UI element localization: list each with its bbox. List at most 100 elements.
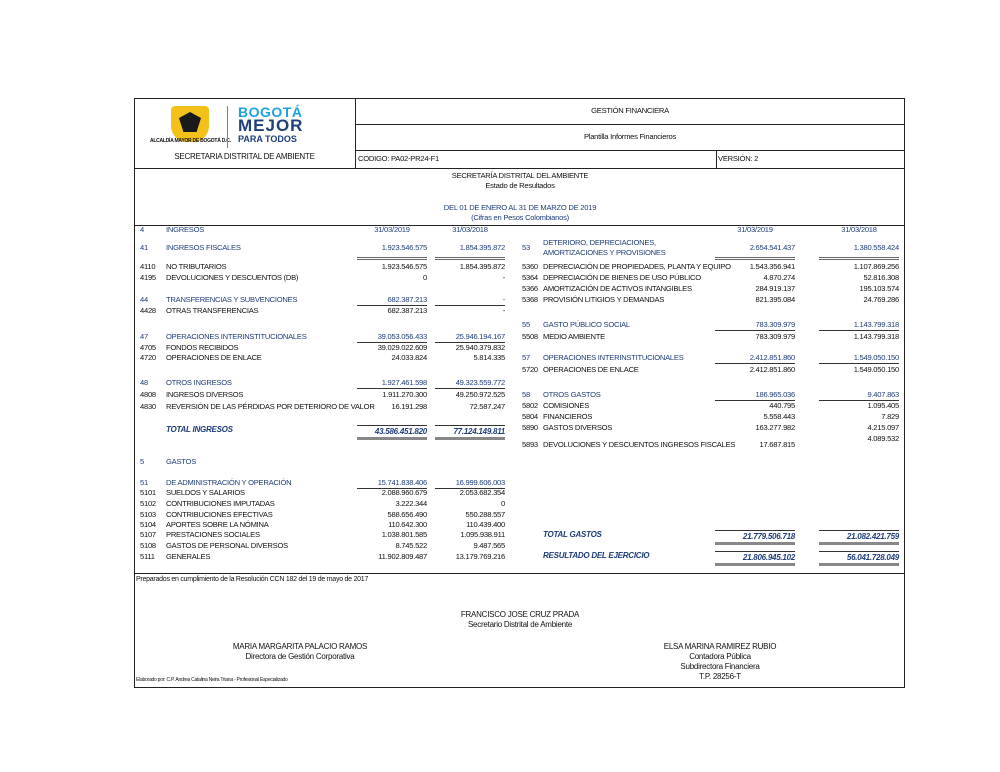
value-current-year: 110.642.300 bbox=[388, 520, 427, 529]
row-label: FINANCIEROS bbox=[543, 412, 593, 421]
row-label: INGRESOS FISCALES bbox=[166, 243, 241, 252]
row-code: 4808 bbox=[140, 390, 156, 399]
value-current-year: 821.395.084 bbox=[755, 295, 796, 304]
value-current-year: 16.191.298 bbox=[391, 402, 427, 411]
row-label: TOTAL GASTOS bbox=[543, 530, 602, 539]
report-units: (Cifras en Pesos Colombianos) bbox=[471, 213, 569, 222]
value-current-year: 31/03/2019 bbox=[737, 225, 773, 234]
value-current-year: 3.222.344 bbox=[395, 499, 427, 508]
signer-2-role: Directora de Gestión Corporativa bbox=[245, 652, 355, 661]
value-current-year: 21.806.945.102 bbox=[715, 551, 795, 566]
row-code: 5720 bbox=[522, 365, 538, 374]
row-label: REVERSIÓN DE LAS PÉRDIDAS POR DETERIORO … bbox=[166, 402, 375, 411]
row-code: 5802 bbox=[522, 401, 538, 410]
bogota-logo-text: BOGOTÁ bbox=[238, 104, 303, 120]
row-code: 5101 bbox=[140, 488, 156, 497]
divider bbox=[716, 150, 717, 168]
value-current-year: 39.029.022.609 bbox=[377, 343, 428, 352]
value-prior-year: 4.215.097 bbox=[867, 423, 899, 432]
row-code: 5108 bbox=[140, 541, 156, 550]
row-code: 5360 bbox=[522, 262, 538, 271]
row-code: 5102 bbox=[140, 499, 156, 508]
row-label: FONDOS RECIBIDOS bbox=[166, 343, 239, 352]
resolution-note: Preparados en cumplimiento de la Resoluc… bbox=[136, 576, 369, 583]
row-label: OTROS GASTOS bbox=[543, 390, 601, 399]
signer-3-role: Contadora Pública bbox=[689, 652, 751, 661]
signer-3-department: Subdirectora Financiera bbox=[680, 662, 760, 671]
row-code: 58 bbox=[522, 390, 530, 399]
row-code: 5508 bbox=[522, 332, 538, 341]
value-prior-year: 25.940.379.832 bbox=[455, 343, 506, 352]
value-prior-year: 5.814.335 bbox=[473, 353, 505, 362]
row-code: 5103 bbox=[140, 510, 156, 519]
divider bbox=[355, 150, 905, 151]
row-label: DEPRECIACIÓN DE PROPIEDADES, PLANTA Y EQ… bbox=[543, 262, 731, 271]
row-label: RESULTADO DEL EJERCICIO bbox=[543, 551, 650, 560]
value-prior-year: 110.439.400 bbox=[466, 520, 505, 529]
alcaldia-logo-text: ALCALDÍA MAYOR DE BOGOTÁ D.C. bbox=[150, 138, 231, 144]
row-label: OPERACIONES INTERINSTITUCIONALES bbox=[543, 353, 684, 362]
template-title: Plantilla Informes Financieros bbox=[583, 132, 677, 141]
value-current-year: 1.911.270.300 bbox=[382, 390, 427, 399]
value-prior-year: 24.769.286 bbox=[863, 295, 899, 304]
document-frame bbox=[134, 98, 905, 688]
value-current-year: 43.586.451.820 bbox=[357, 425, 427, 440]
report-title: Estado de Resultados bbox=[485, 181, 555, 190]
row-label: AMORTIZACIÓN DE ACTIVOS INTANGIBLES bbox=[543, 284, 692, 293]
row-label: INGRESOS bbox=[166, 225, 205, 234]
row-code: 5804 bbox=[522, 412, 538, 421]
prepared-by: Elaborado por: C.P. Andrea Catalina Neir… bbox=[136, 677, 288, 683]
signer-3-license: T.P. 28256-T bbox=[699, 672, 741, 681]
row-label: COMISIONES bbox=[543, 401, 590, 410]
coat-of-arms-logo bbox=[171, 106, 209, 142]
value-current-year: 39.053.056.433 bbox=[357, 332, 427, 343]
value-current-year: 682.387.213 bbox=[387, 306, 428, 315]
row-code: 5104 bbox=[140, 520, 156, 529]
divider bbox=[134, 225, 905, 226]
row-code: 4830 bbox=[140, 402, 156, 411]
value-current-year: 1.543.356.941 bbox=[749, 262, 796, 271]
value-current-year: 5.558.443 bbox=[763, 412, 795, 421]
value-prior-year: 1.380.558.424 bbox=[819, 243, 899, 260]
value-prior-year: 550.288.557 bbox=[465, 510, 506, 519]
value-current-year: 2.088.960.679 bbox=[381, 488, 428, 497]
value-prior-year: 25.946.194.167 bbox=[435, 332, 505, 343]
row-label: GASTO PÚBLICO SOCIAL bbox=[543, 320, 630, 329]
document-code: CODIGO: PA02-PR24-F1 bbox=[358, 154, 439, 163]
value-prior-year: 56.041.728.049 bbox=[819, 551, 899, 566]
value-prior-year: 13.179.769.216 bbox=[455, 552, 506, 561]
row-code: 4110 bbox=[140, 262, 156, 271]
row-label: DEVOLUCIONES Y DESCUENTOS INGRESOS FISCA… bbox=[543, 440, 736, 449]
value-prior-year: 72.587.247 bbox=[469, 402, 505, 411]
value-current-year: 783.309.979 bbox=[715, 320, 795, 331]
divider bbox=[355, 124, 905, 125]
row-code: 51 bbox=[140, 478, 148, 487]
row-label: PRESTACIONES SOCIALES bbox=[166, 530, 260, 539]
value-prior-year: 2.053.682.354 bbox=[459, 488, 506, 497]
value-current-year: 682.387.213 bbox=[357, 295, 427, 306]
row-code: 4 bbox=[140, 225, 144, 234]
row-code: 5893 bbox=[522, 440, 538, 449]
value-current-year: 1.923.546.575 bbox=[357, 243, 427, 260]
row-code: 55 bbox=[522, 320, 530, 329]
row-label: PROVISIÓN LITIGIOS Y DEMANDAS bbox=[543, 295, 665, 304]
row-label: CONTRIBUCIONES IMPUTADAS bbox=[166, 499, 275, 508]
value-current-year: 4.870.274 bbox=[763, 273, 795, 282]
row-code: 5890 bbox=[522, 423, 538, 432]
value-prior-year: 49.323.559.772 bbox=[435, 378, 505, 389]
value-prior-year: 1.854.395.872 bbox=[459, 262, 506, 271]
document-version: VERSIÓN: 2 bbox=[718, 154, 759, 163]
row-code: 44 bbox=[140, 295, 148, 304]
value-current-year: 1.927.461.598 bbox=[357, 378, 427, 389]
value-prior-year: 4.089.532 bbox=[867, 434, 899, 443]
value-prior-year: 9.407.863 bbox=[819, 390, 899, 401]
row-code: 53 bbox=[522, 243, 530, 252]
row-code: 5366 bbox=[522, 284, 538, 293]
value-prior-year: 1.095.938.911 bbox=[460, 530, 505, 539]
row-label: SUELDOS Y SALARIOS bbox=[166, 488, 245, 497]
value-current-year: 1.038.801.585 bbox=[381, 530, 428, 539]
row-code: 5368 bbox=[522, 295, 538, 304]
value-prior-year: 0 bbox=[501, 499, 505, 508]
row-label: DE ADMINISTRACIÓN Y OPERACIÓN bbox=[166, 478, 292, 487]
value-prior-year: 1.549.050.150 bbox=[853, 365, 900, 374]
